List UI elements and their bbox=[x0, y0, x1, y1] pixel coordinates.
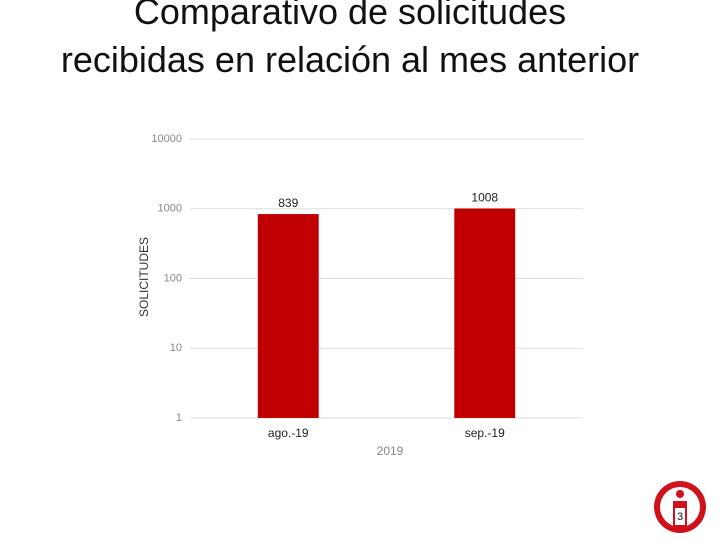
x-tick-label: ago.-19 bbox=[268, 426, 309, 440]
bar bbox=[257, 214, 319, 418]
value-label: 1008 bbox=[471, 191, 498, 205]
logo-dot bbox=[676, 490, 684, 498]
x-tick-label: sep.-19 bbox=[465, 426, 505, 440]
y-tick-label: 100 bbox=[164, 272, 182, 284]
x-axis-label: 2019 bbox=[377, 444, 404, 458]
y-tick-label: 10000 bbox=[151, 133, 182, 145]
y-tick-label: 10 bbox=[170, 342, 182, 354]
logo: 3 bbox=[654, 481, 706, 533]
bar bbox=[454, 208, 516, 418]
y-axis-label: SOLICITUDES bbox=[137, 237, 151, 317]
y-tick-label: 1 bbox=[176, 412, 182, 424]
page-number: 3 bbox=[677, 511, 683, 523]
y-tick-label: 1000 bbox=[158, 203, 182, 215]
logo-box bbox=[675, 508, 685, 525]
chart-title: Comparativo de solicitudes recibidas en … bbox=[60, 0, 640, 80]
value-label: 839 bbox=[278, 196, 298, 210]
